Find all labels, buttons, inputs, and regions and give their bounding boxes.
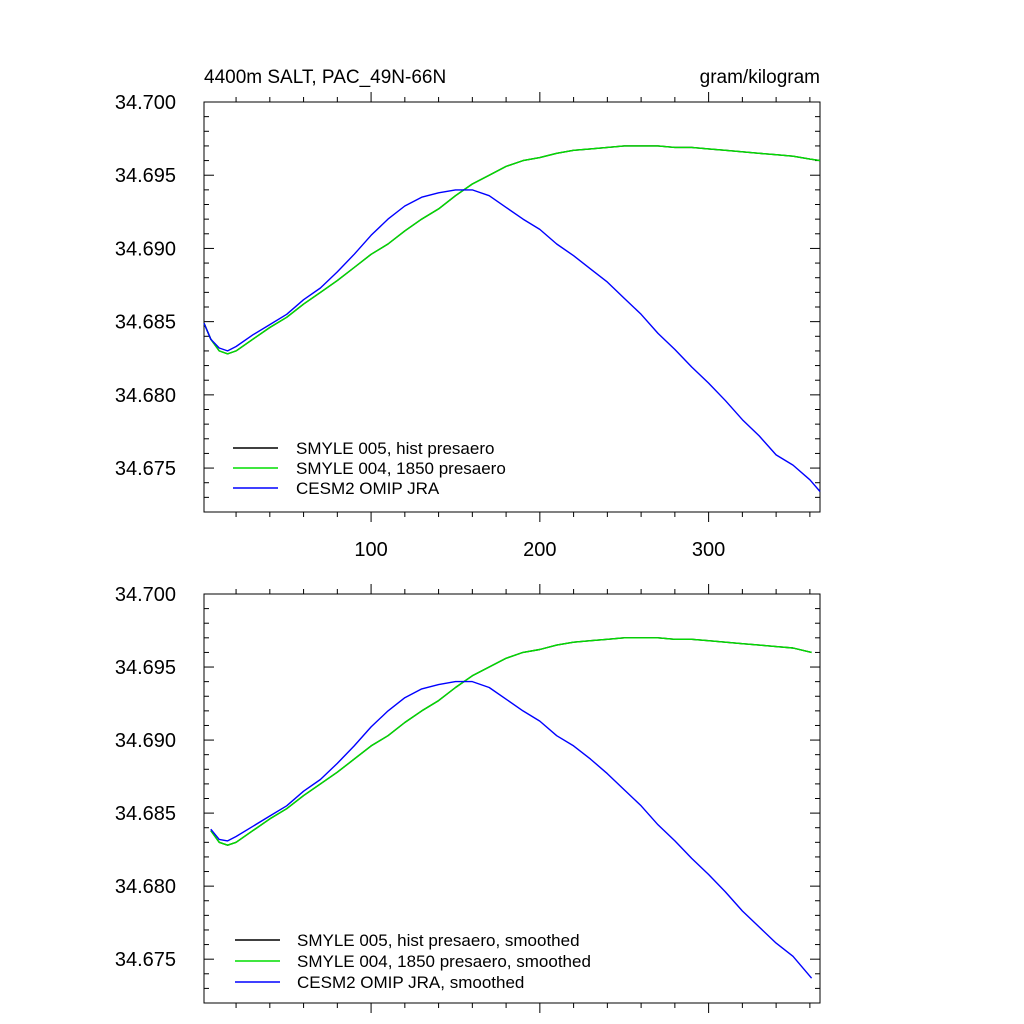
legend-label: CESM2 OMIP JRA, smoothed: [297, 973, 524, 992]
y-tick-label: 34.680: [115, 385, 176, 407]
chart-title: 4400m SALT, PAC_49N-66N: [204, 67, 446, 88]
series-line-3: [203, 189, 821, 492]
series-line-2: [210, 637, 812, 846]
y-tick-label: 34.695: [115, 165, 176, 187]
y-tick-label: 34.700: [115, 584, 176, 606]
legend-label: SMYLE 004, 1850 presaero, smoothed: [297, 952, 591, 971]
legend-label: CESM2 OMIP JRA: [296, 479, 440, 498]
chart-panel-1: 34.675 34.680 34.685 34.690 34.695 34.700 100 2…: [115, 92, 821, 561]
chart-units: gram/kilogram: [700, 67, 820, 88]
series-line-2: [203, 145, 821, 355]
y-tick-label: 34.690: [115, 730, 176, 752]
legend: SMYLE 005, hist presaero, smoothed SMYLE …: [235, 931, 591, 992]
y-tick-label: 34.685: [115, 312, 176, 334]
legend-label: SMYLE 005, hist presaero: [296, 439, 494, 458]
legend-label: SMYLE 005, hist presaero, smoothed: [297, 931, 580, 950]
chart-panel-2: 34.675 34.680 34.685 34.690 34.695 34.700 SMYL…: [115, 584, 821, 1013]
legend-label: SMYLE 004, 1850 presaero: [296, 459, 506, 478]
y-tick-label: 34.675: [115, 458, 176, 480]
series-line-1: [210, 637, 812, 846]
x-tick-label: 300: [692, 539, 725, 561]
y-tick-label: 34.675: [115, 949, 176, 971]
y-tick-label: 34.690: [115, 238, 176, 260]
x-tick-label: 200: [523, 539, 556, 561]
y-tick-label: 34.685: [115, 803, 176, 825]
y-tick-label: 34.680: [115, 876, 176, 898]
x-tick-label: 100: [354, 539, 387, 561]
series-line-1: [203, 145, 821, 355]
y-tick-label: 34.695: [115, 657, 176, 679]
series-line-3: [210, 680, 813, 979]
y-tick-label: 34.700: [115, 92, 176, 114]
